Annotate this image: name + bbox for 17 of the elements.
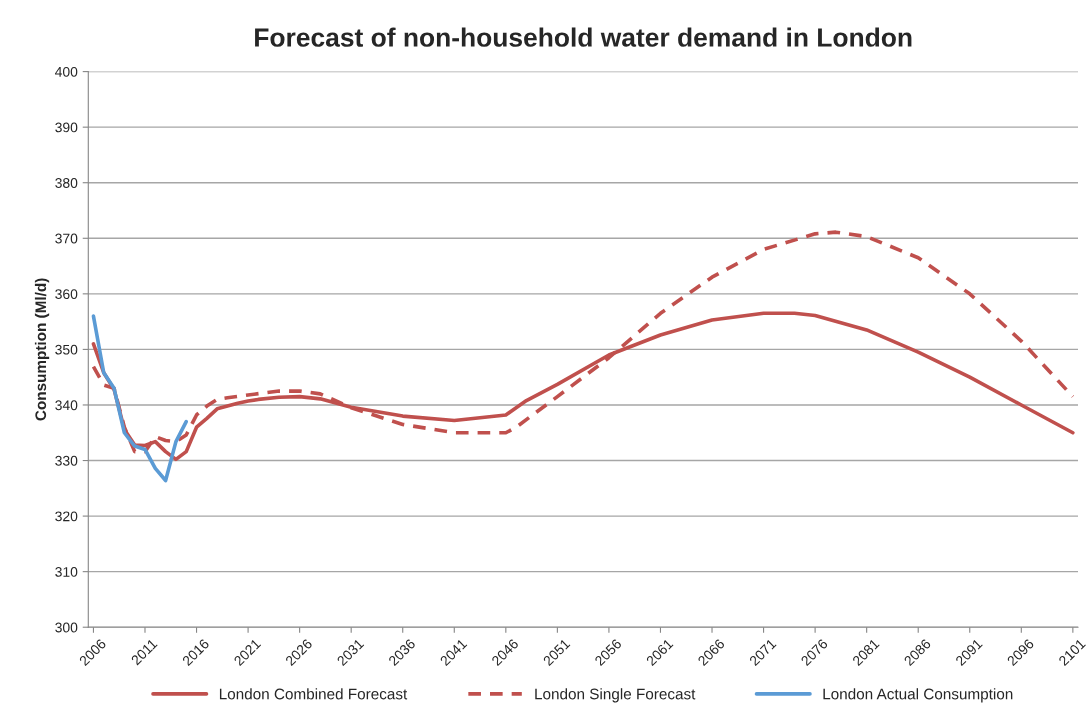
legend-label: London Actual Consumption [823, 688, 1013, 703]
chart-title: Forecast of non-household water demand in London [255, 27, 912, 47]
y-tick-label: 340 [55, 400, 78, 411]
y-tick-label: 320 [55, 511, 78, 522]
line-series [91, 314, 189, 483]
y-tick-label: 310 [55, 566, 78, 577]
y-tick-label: 350 [55, 344, 78, 355]
y-tick-label: 370 [55, 233, 78, 244]
y-tick-label: 390 [55, 122, 78, 133]
y-axis-title: Consumption (Ml/d) [34, 278, 50, 421]
legend-label: London Single Forecast [535, 688, 696, 703]
legend-label: London Combined Forecast [219, 688, 408, 700]
y-tick-label: 400 [55, 66, 78, 77]
y-tick-label: 360 [55, 289, 78, 300]
y-tick-label: 330 [55, 455, 78, 466]
y-tick-label: 300 [55, 622, 78, 633]
y-tick-label: 380 [55, 178, 78, 188]
